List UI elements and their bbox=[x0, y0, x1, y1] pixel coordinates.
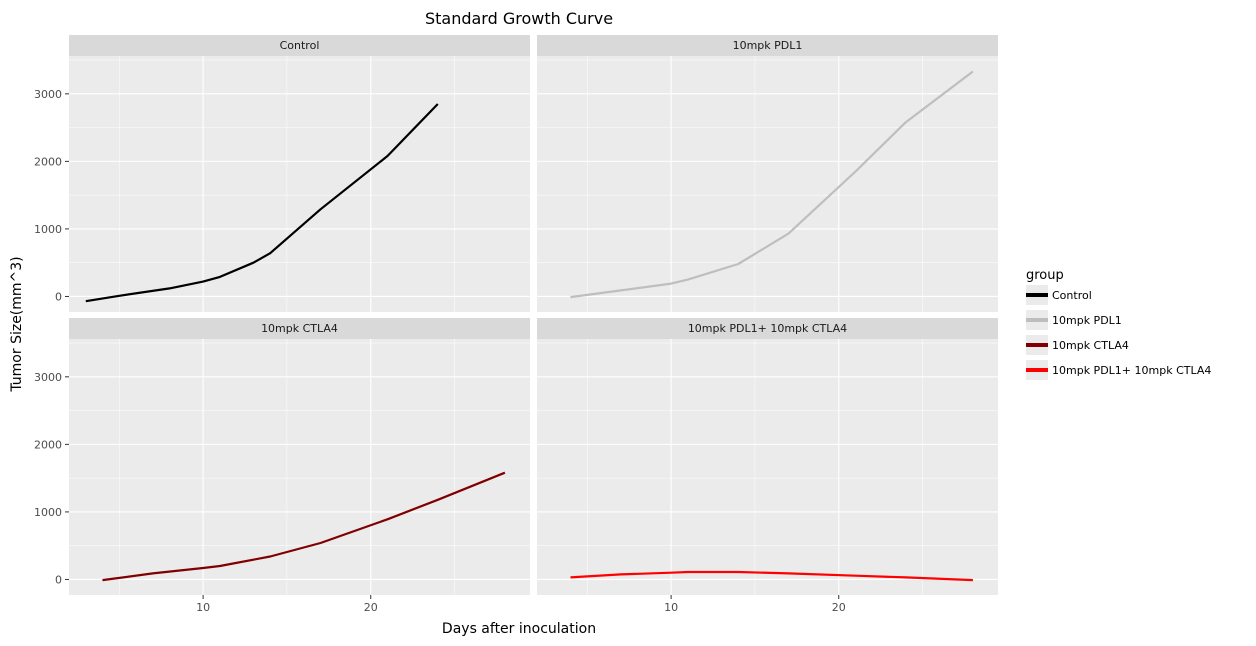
facet-strip-label: 10mpk CTLA4 bbox=[261, 322, 338, 335]
legend-label: Control bbox=[1052, 289, 1092, 302]
legend-item: 10mpk PDL1 bbox=[1026, 310, 1122, 330]
facet-panel: Control 0 1000 2000 3000 bbox=[34, 35, 530, 312]
panel-background bbox=[537, 56, 998, 312]
facet-strip bbox=[537, 318, 998, 339]
facet-strip bbox=[69, 318, 530, 339]
facet-strip-label: 10mpk PDL1 bbox=[733, 39, 803, 52]
panel-background bbox=[537, 339, 998, 595]
y-axis-title: Tumor Size(mm^3) bbox=[9, 256, 25, 392]
series-line bbox=[102, 471, 506, 582]
y-tick-label: 2000 bbox=[34, 438, 62, 451]
series-line bbox=[570, 70, 974, 299]
facet-strip-label: Control bbox=[280, 39, 320, 52]
series-line bbox=[570, 570, 973, 582]
facet-strip bbox=[537, 35, 998, 56]
x-tick-label: 20 bbox=[364, 601, 378, 614]
y-tick-label: 0 bbox=[55, 290, 62, 303]
x-axis-title: Days after inoculation bbox=[442, 621, 596, 637]
y-tick-label: 1000 bbox=[34, 223, 62, 236]
panel-background bbox=[69, 339, 530, 595]
y-tick-label: 1000 bbox=[34, 506, 62, 519]
legend-label: 10mpk CTLA4 bbox=[1052, 339, 1129, 352]
legend: group Control 10mpk PDL1 10mpk CTLA4 10mpk … bbox=[1026, 268, 1211, 380]
legend-item: Control bbox=[1026, 285, 1092, 305]
x-tick-label: 10 bbox=[664, 601, 678, 614]
facet-panel: 10mpk PDL1+ 10mpk CTLA4 10 20 bbox=[537, 318, 998, 614]
y-tick-label: 0 bbox=[55, 573, 62, 586]
x-tick-label: 20 bbox=[832, 601, 846, 614]
legend-item: 10mpk CTLA4 bbox=[1026, 335, 1129, 355]
panel-background bbox=[69, 56, 530, 312]
facet-panels: Control 0 1000 2000 3000 10mpk PDL1 10mpk CTLA… bbox=[34, 35, 998, 614]
facet-strip bbox=[69, 35, 530, 56]
series-line bbox=[85, 103, 439, 303]
legend-title: group bbox=[1026, 268, 1064, 283]
chart-title: Standard Growth Curve bbox=[425, 9, 613, 28]
facet-panel: 10mpk CTLA4 0 1000 2000 3000 10 20 bbox=[34, 318, 530, 614]
legend-item: 10mpk PDL1+ 10mpk CTLA4 bbox=[1026, 360, 1211, 380]
facet-panel: 10mpk PDL1 bbox=[537, 35, 998, 312]
legend-label: 10mpk PDL1 bbox=[1052, 314, 1122, 327]
legend-label: 10mpk PDL1+ 10mpk CTLA4 bbox=[1052, 364, 1211, 377]
y-tick-label: 3000 bbox=[34, 88, 62, 101]
y-tick-label: 2000 bbox=[34, 155, 62, 168]
y-tick-label: 3000 bbox=[34, 371, 62, 384]
x-tick-label: 10 bbox=[196, 601, 210, 614]
facet-strip-label: 10mpk PDL1+ 10mpk CTLA4 bbox=[688, 322, 847, 335]
